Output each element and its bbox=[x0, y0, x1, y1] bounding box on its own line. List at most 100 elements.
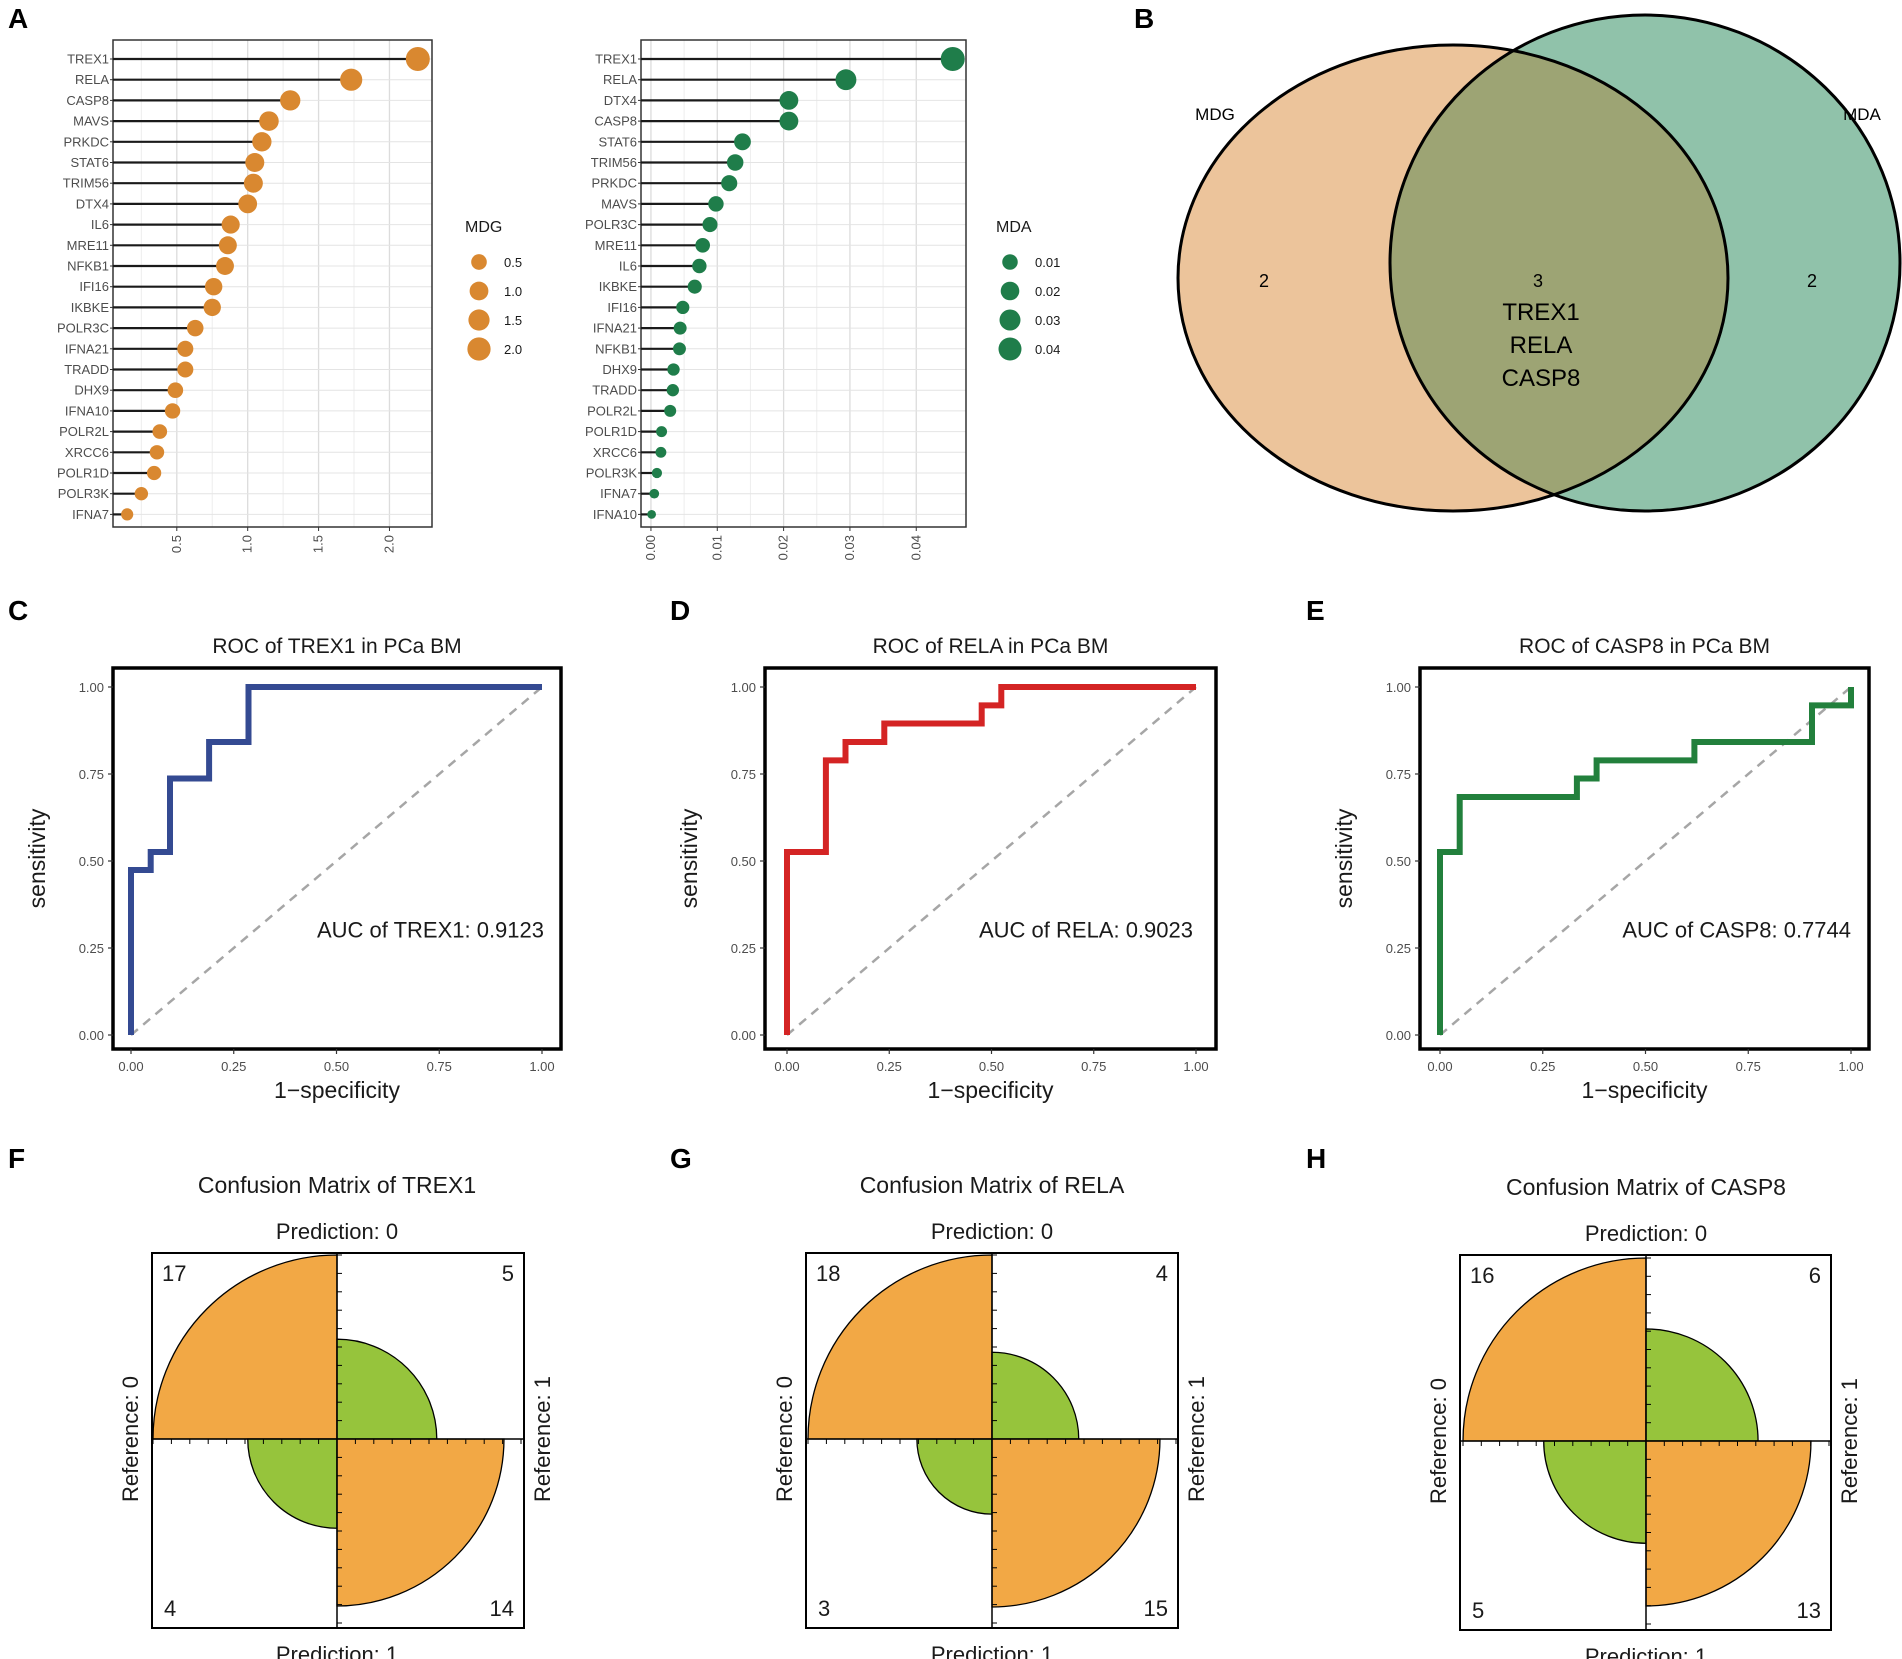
y-tick-label: NFKB1 bbox=[595, 341, 637, 356]
x-tick-label: 0.50 bbox=[979, 1059, 1004, 1074]
lollipop-point bbox=[708, 196, 724, 212]
roc-curve bbox=[784, 684, 1196, 1035]
y-tick-label: XRCC6 bbox=[65, 445, 109, 460]
matrix-title: Confusion Matrix of RELA bbox=[860, 1172, 1125, 1198]
x-tick-label: 0.01 bbox=[709, 535, 724, 560]
legend-key bbox=[1002, 254, 1018, 270]
lollipop-point bbox=[673, 342, 686, 356]
lollipop-point bbox=[779, 90, 799, 110]
quadrant-false-positive bbox=[1645, 1328, 1759, 1442]
confusion-matrix-trex1: Confusion Matrix of TREX1 Prediction: 0 Pr… bbox=[118, 1172, 555, 1659]
reference-0-label: Reference: 0 bbox=[118, 1376, 143, 1502]
panel-letter-c: C bbox=[8, 595, 28, 626]
x-axis-label: 1−specificity bbox=[928, 1077, 1054, 1103]
lollipop-point bbox=[221, 215, 240, 234]
x-tick-label: 0.75 bbox=[427, 1059, 452, 1074]
cell-count-bottom-left: 3 bbox=[818, 1596, 830, 1621]
lollipop-point bbox=[146, 465, 162, 481]
y-tick-label: 0.00 bbox=[731, 1028, 756, 1043]
prediction-0-label: Prediction: 0 bbox=[931, 1219, 1053, 1244]
cell-count-top-left: 16 bbox=[1470, 1263, 1494, 1288]
x-tick-label: 1.00 bbox=[529, 1059, 554, 1074]
lollipop-point bbox=[177, 340, 194, 357]
y-tick-label: IFI16 bbox=[79, 279, 109, 294]
legend-label: 0.01 bbox=[1035, 255, 1060, 270]
x-tick-label: 2.0 bbox=[381, 535, 396, 553]
plot-border bbox=[640, 39, 967, 528]
y-tick-label: IL6 bbox=[619, 259, 637, 274]
y-tick-label: IFNA10 bbox=[65, 403, 109, 418]
cell-count-top-right: 6 bbox=[1809, 1263, 1821, 1288]
roc-rela-chart: ROC of RELA in PCa BM 0.00 0.00 0.25 0.25 0.5… bbox=[676, 635, 1218, 1103]
y-tick-label: IKBKE bbox=[599, 279, 638, 294]
y-tick-label: IL6 bbox=[91, 217, 109, 232]
lollipop-point bbox=[216, 257, 234, 275]
panel-letter-g: G bbox=[670, 1143, 692, 1174]
panel-letter-b: B bbox=[1134, 3, 1154, 34]
lollipop-point bbox=[243, 173, 263, 193]
y-tick-label: MAVS bbox=[601, 196, 637, 211]
quadrant-true-negative bbox=[152, 1254, 338, 1440]
lollipop-point bbox=[259, 111, 279, 131]
legend-label: 1.0 bbox=[504, 284, 522, 299]
plot-border bbox=[112, 39, 433, 528]
y-tick-label: STAT6 bbox=[598, 134, 637, 149]
prediction-1-label: Prediction: 1 bbox=[931, 1642, 1053, 1659]
quadrant-false-positive bbox=[336, 1338, 438, 1440]
roc-title: ROC of RELA in PCa BM bbox=[873, 635, 1109, 658]
legend-label: 0.03 bbox=[1035, 313, 1060, 328]
lollipop-point bbox=[252, 132, 272, 152]
legend-label: 2.0 bbox=[504, 342, 522, 357]
lollipop-point bbox=[651, 467, 663, 479]
lollipop-point bbox=[673, 321, 687, 335]
quadrant-true-positive bbox=[1645, 1440, 1812, 1607]
y-tick-label: IFNA7 bbox=[600, 486, 637, 501]
y-tick-label: DHX9 bbox=[602, 362, 637, 377]
y-tick-label: IFNA21 bbox=[593, 321, 637, 336]
y-tick-label: NFKB1 bbox=[67, 259, 109, 274]
lollipop-point bbox=[177, 361, 194, 378]
y-axis-label: sensitivity bbox=[1331, 808, 1357, 908]
mda-lollipop-chart: TREX1 RELA DTX4 CASP8 STAT6 TRIM56 PRKDC MAVS PO… bbox=[585, 39, 1060, 560]
lollipop-point bbox=[721, 175, 738, 192]
x-tick-label: 0.5 bbox=[169, 535, 184, 553]
lollipop-point bbox=[687, 279, 702, 294]
lollipop-point bbox=[676, 300, 690, 314]
y-tick-label: 0.50 bbox=[79, 854, 104, 869]
legend-title: MDA bbox=[996, 219, 1032, 236]
y-tick-label: DTX4 bbox=[76, 196, 109, 211]
y-tick-label: TREX1 bbox=[67, 52, 109, 67]
x-tick-label: 0.03 bbox=[842, 535, 857, 560]
y-tick-label: 1.00 bbox=[1386, 680, 1411, 695]
y-tick-label: IKBKE bbox=[71, 300, 110, 315]
confusion-matrix-casp8: Confusion Matrix of CASP8 Prediction: 0 Pr… bbox=[1426, 1174, 1862, 1659]
y-axis-label: sensitivity bbox=[24, 808, 50, 908]
cell-count-top-left: 17 bbox=[162, 1261, 186, 1286]
y-tick-label: POLR3C bbox=[585, 217, 637, 232]
x-tick-label: 0.04 bbox=[908, 535, 923, 560]
confusion-matrix-rela: Confusion Matrix of RELA Prediction: 0 Pre… bbox=[772, 1172, 1209, 1659]
reference-1-label: Reference: 1 bbox=[530, 1376, 555, 1502]
x-tick-label: 0.00 bbox=[1427, 1059, 1452, 1074]
x-tick-label: 0.25 bbox=[877, 1059, 902, 1074]
lollipop-point bbox=[121, 508, 134, 521]
y-tick-label: IFNA7 bbox=[72, 507, 109, 522]
reference-1-label: Reference: 1 bbox=[1184, 1376, 1209, 1502]
cell-count-bottom-left: 4 bbox=[164, 1596, 176, 1621]
venn-right-outline bbox=[1388, 13, 1902, 513]
prediction-0-label: Prediction: 0 bbox=[1585, 1221, 1707, 1246]
reference-1-label: Reference: 1 bbox=[1837, 1378, 1862, 1504]
lollipop-point bbox=[649, 488, 660, 499]
matrix-title: Confusion Matrix of TREX1 bbox=[198, 1172, 476, 1198]
lollipop-point bbox=[835, 69, 857, 91]
y-tick-label: IFNA10 bbox=[593, 507, 637, 522]
lollipop-point bbox=[734, 133, 751, 151]
y-tick-label: TRADD bbox=[592, 383, 637, 398]
y-tick-label: 0.75 bbox=[731, 767, 756, 782]
y-tick-label: CASP8 bbox=[594, 114, 637, 129]
y-tick-label: 0.50 bbox=[731, 854, 756, 869]
legend-label: 1.5 bbox=[504, 313, 522, 328]
lollipop-point bbox=[779, 111, 799, 131]
venn-set-label-left: MDG bbox=[1195, 105, 1235, 124]
